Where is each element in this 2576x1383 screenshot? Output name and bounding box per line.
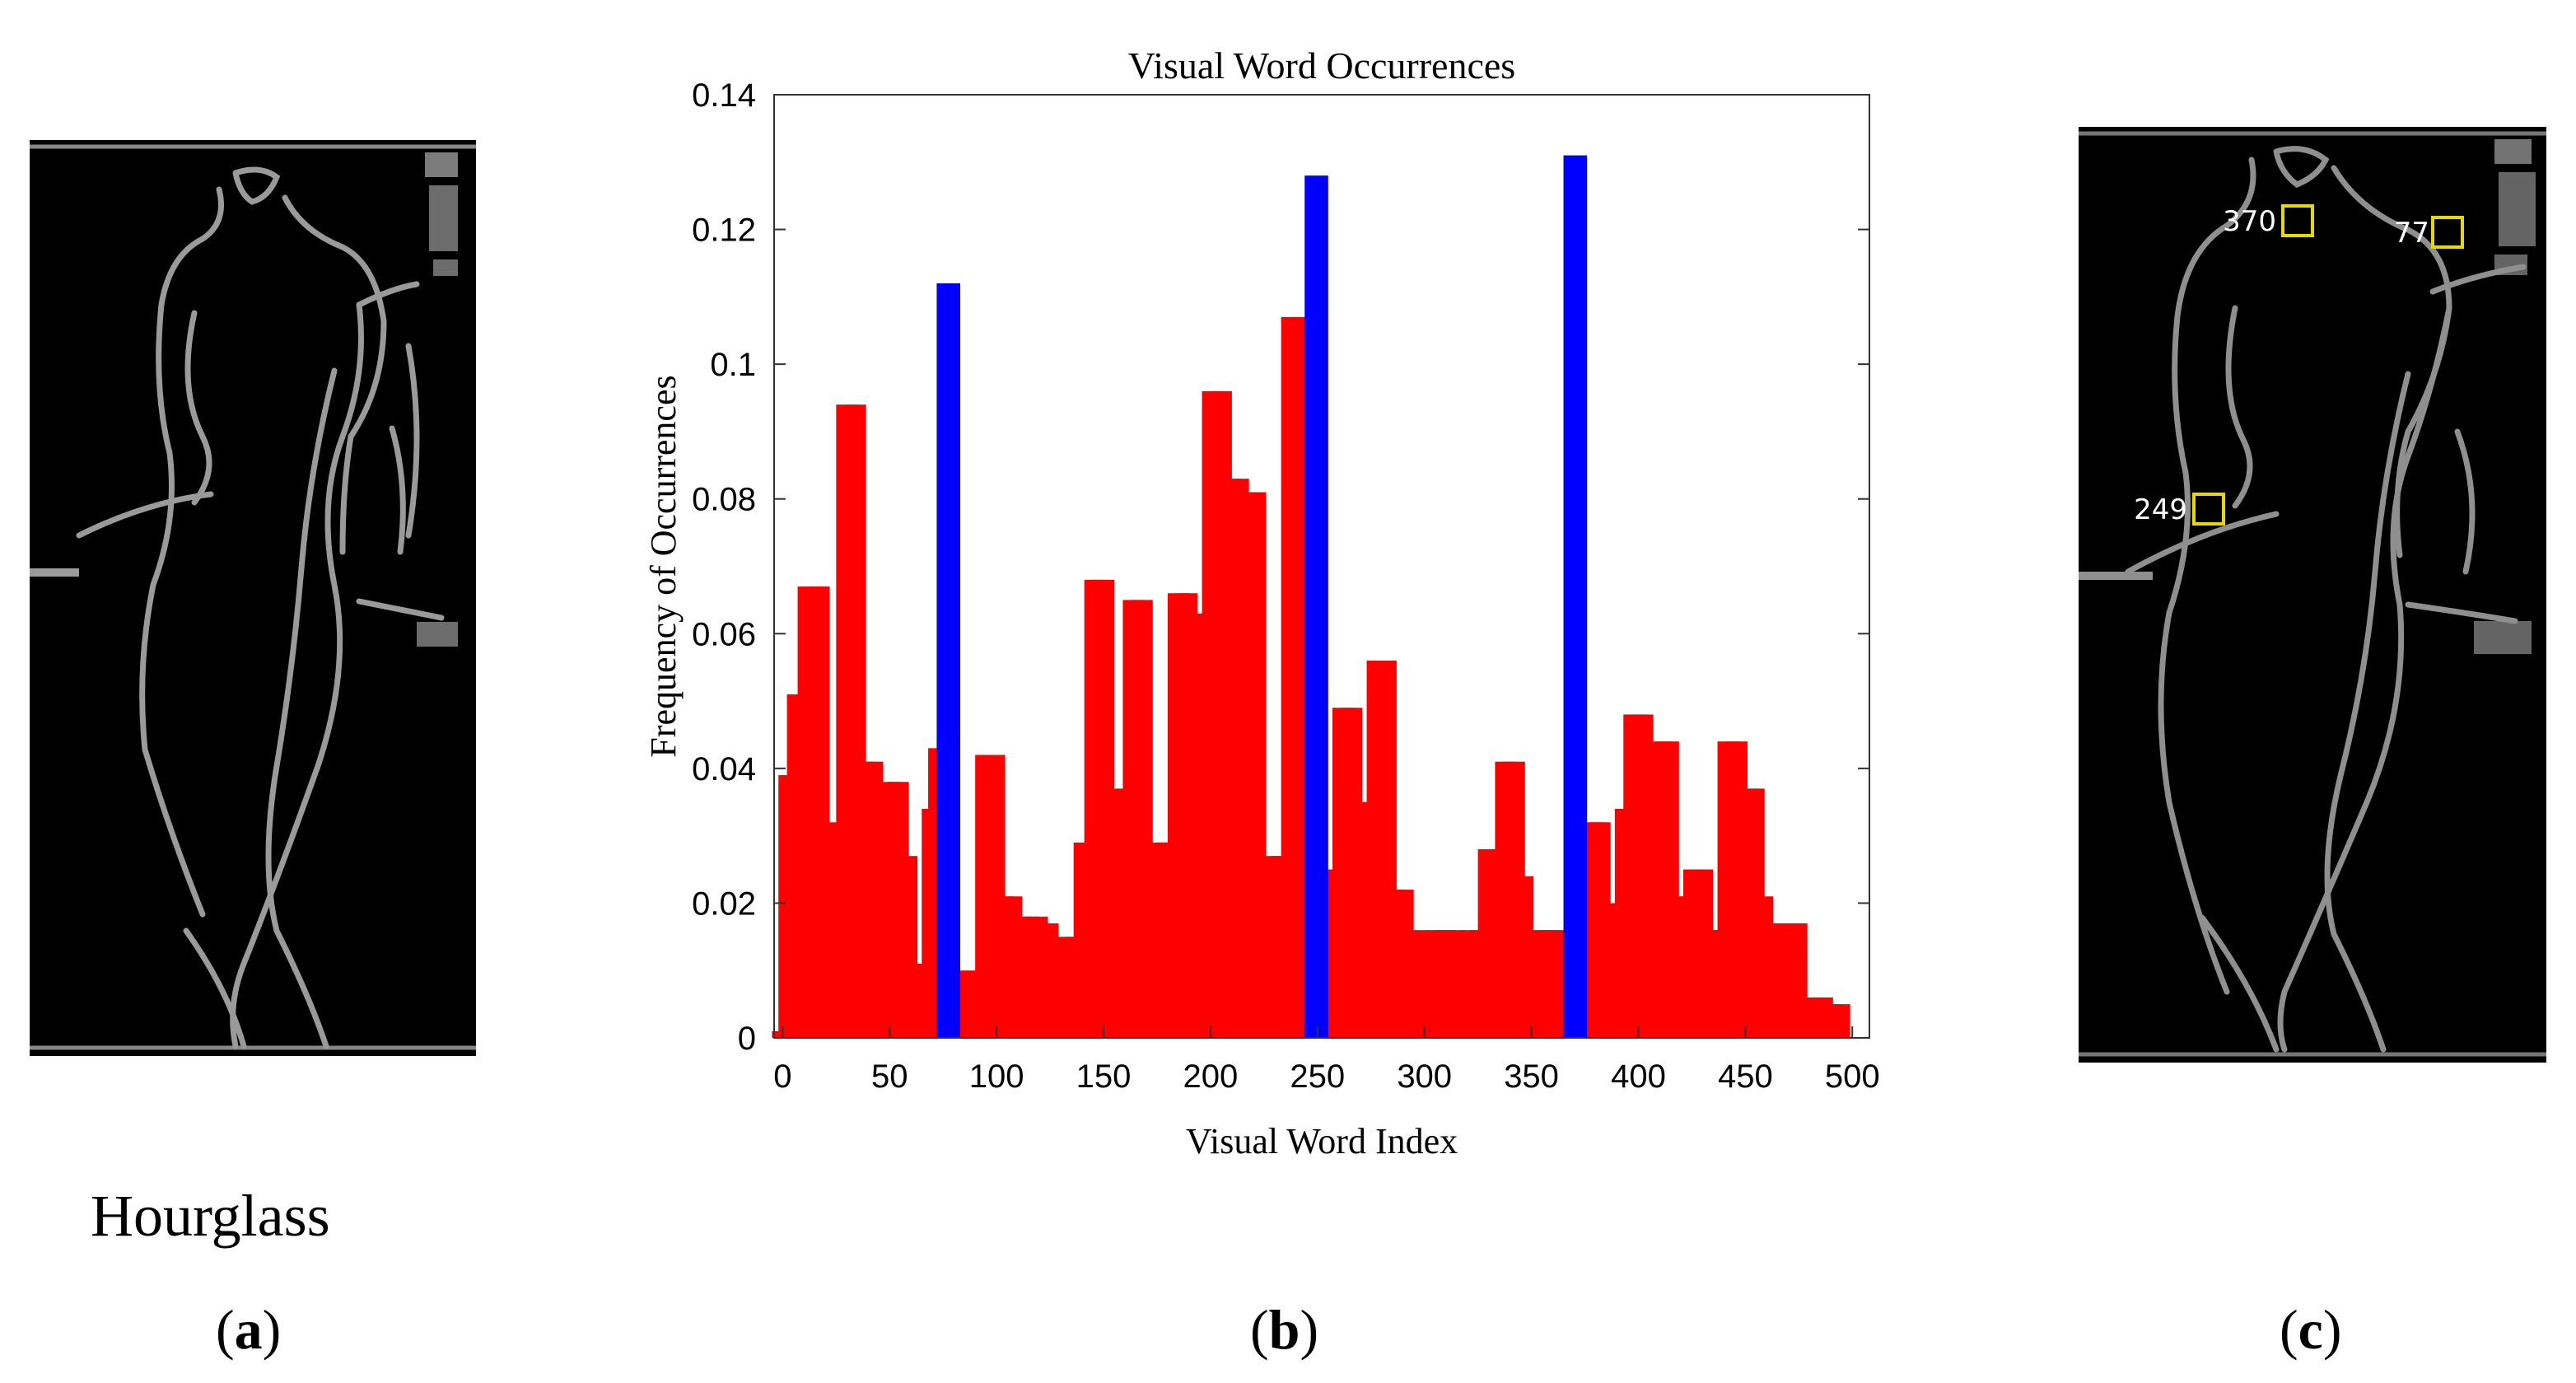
x-tick-label: 250 bbox=[1290, 1058, 1345, 1095]
panel-label-c-close: ) bbox=[2322, 1298, 2342, 1361]
y-axis-label: Frequency of Occurrences bbox=[643, 375, 684, 757]
panel-label-b-letter: b bbox=[1268, 1298, 1300, 1361]
x-tick-label: 450 bbox=[1718, 1058, 1773, 1095]
marker-label-249: 249 bbox=[2134, 493, 2187, 526]
y-tick-label: 0.02 bbox=[692, 885, 756, 922]
panel-label-a-letter: a bbox=[234, 1298, 263, 1361]
ticks-group: 0 50 100 150 200 250 300 350 400 450 500 0 0.02 0.04 0… bbox=[692, 77, 1879, 1095]
panel-label-c-open: ( bbox=[2280, 1298, 2298, 1361]
bar-red bbox=[1244, 492, 1267, 1038]
y-tick-label: 0.04 bbox=[692, 751, 756, 787]
x-tick-label: 400 bbox=[1611, 1058, 1666, 1095]
panel-label-a-open: ( bbox=[216, 1298, 235, 1361]
x-tick-label: 0 bbox=[773, 1058, 791, 1095]
y-tick-label: 0.1 bbox=[710, 347, 756, 383]
panel-label-a-close: ) bbox=[262, 1298, 282, 1361]
marker-label-370: 370 bbox=[2223, 205, 2276, 238]
caption-hourglass: Hourglass bbox=[91, 1183, 330, 1249]
silhouette-drawing-a bbox=[30, 144, 476, 1050]
x-tick-label: 50 bbox=[871, 1058, 908, 1095]
marker-label-77: 77 bbox=[2394, 217, 2429, 250]
y-tick-label: 0 bbox=[738, 1021, 756, 1057]
silhouette-image-a bbox=[30, 140, 476, 1056]
x-tick-label: 500 bbox=[1825, 1058, 1880, 1095]
chart-canvas: Visual Word Occurrences Visual Word Inde… bbox=[643, 44, 1880, 1161]
marker-box-77 bbox=[2431, 216, 2464, 249]
panel-label-b-close: ) bbox=[1300, 1298, 1319, 1361]
marker-box-249 bbox=[2192, 493, 2225, 526]
x-tick-label: 200 bbox=[1183, 1058, 1239, 1095]
bar-red bbox=[1828, 1004, 1850, 1038]
bar-highlight-blue bbox=[1563, 155, 1588, 1038]
markers-group: 370 77 249 bbox=[2134, 204, 2464, 526]
y-tick-label: 0.14 bbox=[692, 77, 756, 114]
bar-highlight-blue bbox=[936, 283, 960, 1038]
y-tick-label: 0.06 bbox=[692, 616, 756, 652]
x-tick-label: 150 bbox=[1076, 1058, 1132, 1095]
chart-title: Visual Word Occurrences bbox=[1128, 44, 1515, 86]
bars-group bbox=[772, 155, 1850, 1039]
bar-highlight-blue bbox=[1304, 175, 1328, 1039]
plot-frame bbox=[773, 94, 1870, 1039]
panel-label-b: (b) bbox=[1250, 1297, 1318, 1362]
x-tick-label: 300 bbox=[1397, 1058, 1452, 1095]
bar-chart: Visual Word Occurrences Visual Word Inde… bbox=[626, 25, 1927, 1161]
x-tick-label: 350 bbox=[1504, 1058, 1559, 1095]
x-axis-label: Visual Word Index bbox=[1186, 1121, 1458, 1161]
silhouette-drawing-c: 370 77 249 bbox=[2079, 131, 2546, 1057]
marker-box-370 bbox=[2281, 204, 2314, 237]
panel-label-c: (c) bbox=[2280, 1297, 2342, 1362]
y-tick-label: 0.12 bbox=[692, 213, 756, 249]
panel-label-b-open: ( bbox=[1250, 1298, 1269, 1361]
panel-label-a: (a) bbox=[216, 1297, 281, 1362]
silhouette-image-c: 370 77 249 bbox=[2079, 127, 2546, 1063]
x-tick-label: 100 bbox=[969, 1058, 1024, 1095]
y-tick-label: 0.08 bbox=[692, 482, 756, 518]
panel-label-c-letter: c bbox=[2298, 1298, 2323, 1361]
